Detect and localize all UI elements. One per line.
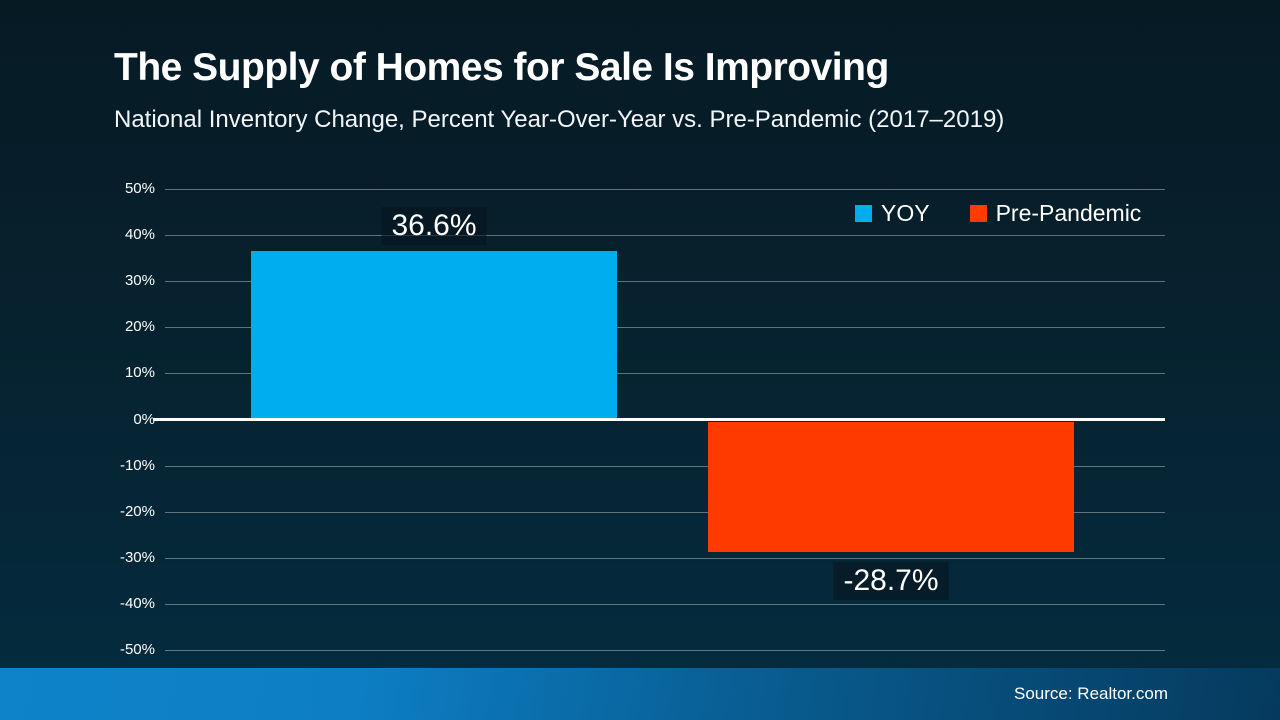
gridline bbox=[165, 235, 1165, 237]
legend-item-pre-pandemic: Pre-Pandemic bbox=[969, 200, 1142, 227]
y-axis-tick-label: -30% bbox=[119, 548, 155, 566]
zero-axis-line bbox=[153, 418, 1165, 421]
plot-area: 50% 40% 30% 20% 10% 0% -10% -20% -30% -40% -50% 36.… bbox=[120, 180, 1165, 658]
y-axis-tick-label: 30% bbox=[124, 272, 155, 290]
y-axis-tick-label: 10% bbox=[124, 364, 155, 382]
gridline bbox=[165, 465, 1165, 467]
y-axis-tick-label: 40% bbox=[124, 226, 155, 244]
chart-title: The Supply of Homes for Sale Is Improvin… bbox=[114, 46, 889, 89]
gridline bbox=[165, 373, 1165, 375]
y-axis-tick-label: -20% bbox=[119, 502, 155, 520]
footer-bar: Source: Realtor.com bbox=[0, 668, 1280, 720]
chart-subtitle: National Inventory Change, Percent Year-… bbox=[114, 106, 1005, 133]
y-axis-tick-label: -10% bbox=[119, 456, 155, 474]
gridline bbox=[165, 603, 1165, 605]
bar-pre-pandemic bbox=[708, 421, 1074, 552]
y-axis-tick-label: 20% bbox=[124, 318, 155, 336]
legend-item-yoy: YOY bbox=[855, 200, 930, 227]
bar-value-label-yoy: 36.6% bbox=[381, 206, 487, 245]
legend-swatch-icon bbox=[969, 205, 987, 222]
gridline bbox=[165, 281, 1165, 283]
gridline bbox=[165, 511, 1165, 513]
chart-header: The Supply of Homes for Sale Is Improvin… bbox=[114, 46, 1004, 134]
source-attribution: Source: Realtor.com bbox=[1013, 684, 1168, 703]
gridline bbox=[165, 650, 1165, 651]
gridline bbox=[165, 327, 1165, 329]
bar-yoy bbox=[251, 250, 617, 419]
y-axis-tick-label: -40% bbox=[119, 594, 155, 612]
gridline bbox=[165, 557, 1165, 559]
legend-label: Pre-Pandemic bbox=[995, 200, 1142, 226]
legend-label: YOY bbox=[881, 200, 930, 226]
y-axis-tick-label: -50% bbox=[119, 641, 155, 658]
gridline bbox=[165, 189, 1165, 190]
legend-swatch-icon bbox=[855, 205, 872, 222]
bar-value-label-pre-pandemic: -28.7% bbox=[833, 561, 949, 600]
y-axis-tick-label: 50% bbox=[124, 180, 155, 197]
y-axis-tick-label: 0% bbox=[133, 410, 155, 428]
chart-legend: YOY Pre-Pandemic bbox=[855, 200, 1141, 227]
